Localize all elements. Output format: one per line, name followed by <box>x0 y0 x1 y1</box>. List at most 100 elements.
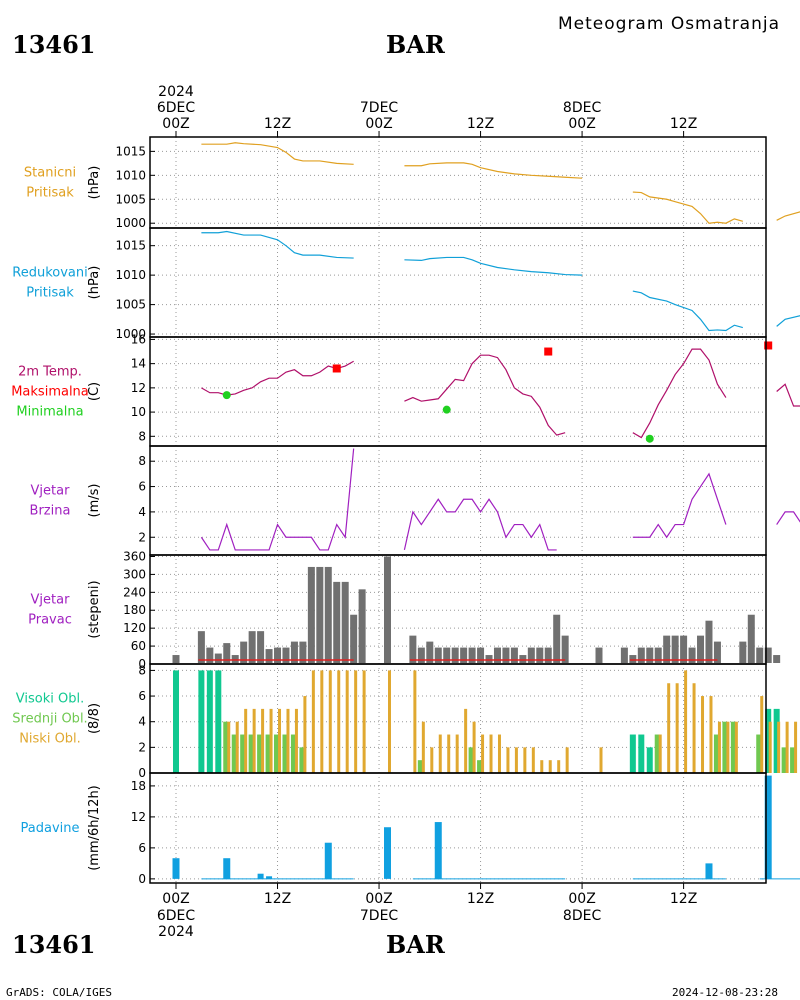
wind_direction-ytick-label-300: 300 <box>123 567 146 581</box>
direction-bar-2 <box>206 647 214 663</box>
mid-cloud-bar-13 <box>654 734 660 773</box>
low-cloud-bar-4 <box>261 708 265 773</box>
cloud_cover-label-0: Visoki Obl. <box>16 692 84 707</box>
tmin-marker-1 <box>442 405 451 414</box>
precipitation-ytick-label-12: 12 <box>131 810 146 824</box>
wind_speed-ytick-label-8: 8 <box>138 454 146 468</box>
direction-bar-53 <box>713 641 721 663</box>
time-label-bottom-3: 12Z <box>467 891 494 907</box>
tmax-marker-0 <box>332 364 341 373</box>
station_pressure-ytick-label-1010: 1010 <box>115 168 146 182</box>
temperature-series-line-3 <box>776 383 800 407</box>
reduced_pressure-ytick-label-1010: 1010 <box>115 268 146 282</box>
direction-bar-30 <box>477 647 485 663</box>
mid-cloud-bar-4 <box>257 734 263 773</box>
cloud_cover-ylabel: (8/8) <box>87 703 102 734</box>
temperature-ytick-label-10: 10 <box>131 405 146 419</box>
temperature-label-0: 2m Temp. <box>18 365 82 380</box>
precip-bar-4 <box>434 822 442 879</box>
wind_speed-series-line-0 <box>200 448 355 551</box>
temperature-ytick-label-8: 8 <box>138 429 146 443</box>
date-label-bottom-1-0: 7DEC <box>360 908 399 924</box>
direction-bar-55 <box>747 614 755 663</box>
low-cloud-bar-42 <box>692 683 696 773</box>
low-cloud-bar-48 <box>760 696 764 773</box>
low-cloud-bar-13 <box>337 670 341 773</box>
cloud_cover-label-1: Srednji Obl. <box>12 712 87 727</box>
station-name-top: BAR <box>386 30 445 59</box>
direction-bar-1 <box>197 631 205 663</box>
date-label-bottom-0-0: 6DEC <box>157 908 196 924</box>
direction-bar-14 <box>307 566 315 663</box>
high-cloud-bar-3 <box>215 670 222 773</box>
station_pressure-ylabel: (hPa) <box>87 166 102 200</box>
precipitation-label-0: Padavine <box>21 821 80 836</box>
wind_speed-frame <box>149 445 767 556</box>
direction-bar-52 <box>705 620 713 663</box>
date-label-bottom-0-1: 2024 <box>158 924 194 940</box>
mid-cloud-bar-7 <box>282 734 288 773</box>
tmax-marker-2 <box>764 341 773 350</box>
reduced_pressure-ylabel: (hPa) <box>87 266 102 300</box>
low-cloud-bar-16 <box>362 670 366 773</box>
reduced_pressure-label-0: Redukovani <box>12 266 87 281</box>
wind_direction-ytick-label-360: 360 <box>123 549 146 563</box>
direction-bar-43 <box>629 655 637 663</box>
reduced_pressure-frame <box>149 227 767 338</box>
direction-bar-49 <box>680 635 688 663</box>
time-label-top-1: 12Z <box>264 116 291 132</box>
low-cloud-bar-18 <box>413 670 417 773</box>
station_pressure-ytick-label-1000: 1000 <box>115 216 146 230</box>
low-cloud-bar-43 <box>701 696 705 773</box>
direction-bar-33 <box>502 647 510 663</box>
low-cloud-bar-35 <box>557 760 561 773</box>
wind_direction-ytick-label-0: 0 <box>138 657 146 671</box>
time-label-bottom-0: 00Z <box>162 891 189 907</box>
low-cloud-bar-14 <box>345 670 349 773</box>
low-cloud-bar-38 <box>658 734 662 773</box>
direction-bar-12 <box>290 641 298 663</box>
temperature-ytick-label-14: 14 <box>131 357 146 371</box>
direction-bar-0 <box>172 655 180 663</box>
high-cloud-bar-8 <box>773 708 780 773</box>
wind_direction-label-0: Vjetar <box>31 593 71 608</box>
low-cloud-bar-41 <box>684 670 688 773</box>
cloud_cover-label-2: Niski Obl. <box>19 732 81 747</box>
direction-bar-20 <box>358 589 366 663</box>
cloud_cover-ytick-label-4: 4 <box>138 715 146 729</box>
low-cloud-bar-27 <box>489 734 493 773</box>
low-cloud-bar-2 <box>244 708 248 773</box>
high-cloud-bar-2 <box>206 670 213 773</box>
precipitation-ylabel: (mm/6h/12h) <box>87 785 102 871</box>
wind_speed-series-line-2 <box>632 472 727 539</box>
direction-bar-21 <box>384 556 391 663</box>
low-cloud-bar-39 <box>667 683 671 773</box>
direction-bar-38 <box>544 647 552 663</box>
direction-bar-23 <box>417 647 425 663</box>
wind_speed-ytick-label-6: 6 <box>138 480 146 494</box>
low-cloud-bar-11 <box>320 670 324 773</box>
direction-bar-19 <box>350 614 358 663</box>
direction-bar-5 <box>231 655 239 663</box>
wind_speed-ytick-label-2: 2 <box>138 530 146 544</box>
mid-cloud-bar-18 <box>781 747 787 773</box>
direction-bar-41 <box>595 647 603 663</box>
mid-cloud-bar-16 <box>730 721 736 773</box>
station_pressure-series-line-1 <box>404 162 583 179</box>
mid-cloud-bar-10 <box>417 760 423 773</box>
chart-title: Meteogram Osmatranja <box>558 14 781 34</box>
precip-bar-6 <box>764 775 772 879</box>
direction-bar-4 <box>223 643 231 663</box>
low-cloud-bar-52 <box>794 721 798 773</box>
direction-bar-40 <box>561 635 569 663</box>
wind_speed-label-1: Brzina <box>30 504 71 519</box>
mid-cloud-bar-19 <box>790 747 796 773</box>
low-cloud-bar-17 <box>388 670 391 773</box>
low-cloud-bar-22 <box>447 734 451 773</box>
direction-bar-45 <box>646 647 654 663</box>
precip-bar-3 <box>384 827 391 879</box>
precip-trace-0 <box>257 873 264 879</box>
low-cloud-bar-50 <box>777 721 781 773</box>
direction-bar-18 <box>341 581 349 663</box>
low-cloud-bar-34 <box>548 760 552 773</box>
